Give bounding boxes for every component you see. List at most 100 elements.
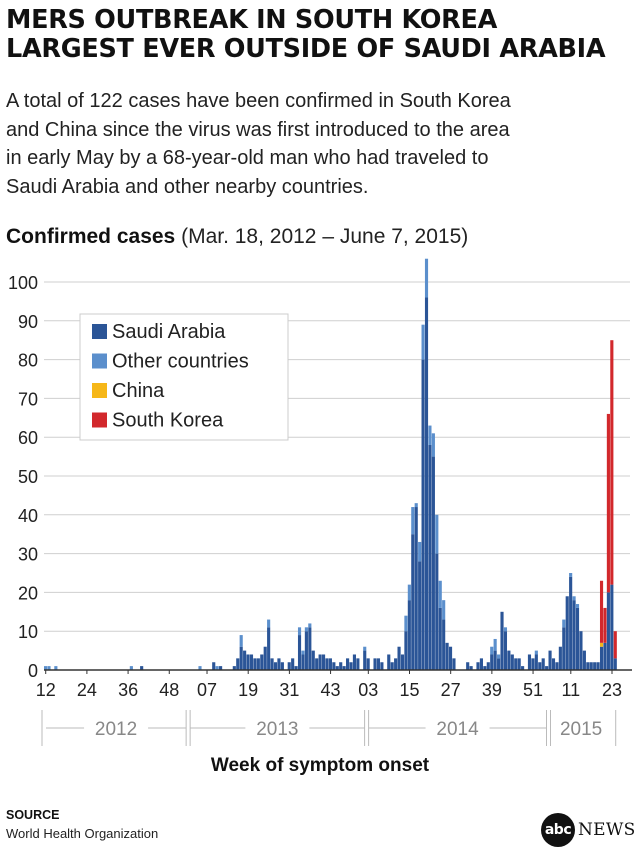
bar-saudi-arabia	[270, 658, 274, 670]
x-tick-label: 15	[399, 680, 419, 700]
bar-saudi-arabia	[404, 631, 408, 670]
title-line-1: MERS OUTBREAK IN SOUTH KOREA	[6, 5, 498, 35]
bar-saudi-arabia	[349, 662, 353, 670]
y-tick-label: 80	[18, 351, 38, 371]
x-tick-label: 39	[482, 680, 502, 700]
bar-other-countries	[418, 541, 422, 562]
source-text: World Health Organization	[6, 826, 159, 841]
x-tick-label: 36	[118, 680, 138, 700]
y-tick-label: 90	[18, 312, 38, 332]
bar-saudi-arabia	[421, 359, 425, 670]
bar-saudi-arabia	[236, 658, 240, 670]
bar-saudi-arabia	[411, 534, 415, 670]
bar-saudi-arabia	[363, 650, 367, 670]
bar-saudi-arabia	[140, 666, 144, 670]
bar-other-countries	[239, 635, 243, 647]
bar-other-countries	[54, 666, 58, 670]
bar-saudi-arabia	[376, 658, 381, 670]
bar-saudi-arabia	[551, 658, 556, 670]
bar-other-countries	[493, 638, 497, 651]
bar-saudi-arabia	[239, 646, 243, 670]
bar-other-countries	[44, 666, 48, 670]
bar-saudi-arabia	[400, 654, 405, 670]
bar-saudi-arabia	[466, 662, 470, 670]
bar-saudi-arabia	[606, 592, 610, 670]
legend-label: South Korea	[112, 410, 224, 432]
bar-saudi-arabia	[394, 658, 398, 670]
x-tick-label: 19	[238, 680, 258, 700]
bar-saudi-arabia	[575, 607, 580, 670]
bar-other-countries	[490, 646, 494, 655]
bar-saudi-arabia	[531, 658, 535, 670]
bar-saudi-arabia	[603, 642, 607, 670]
bar-saudi-arabia	[352, 654, 357, 670]
bar-other-countries	[431, 433, 435, 457]
bar-saudi-arabia	[212, 662, 216, 670]
bar-saudi-arabia	[339, 662, 343, 670]
bar-saudi-arabia	[479, 658, 483, 670]
bar-saudi-arabia	[304, 631, 308, 670]
bar-saudi-arabia	[445, 642, 449, 670]
bar-other-countries	[424, 258, 429, 298]
x-tick-label: 11	[561, 680, 580, 700]
legend-label: Saudi Arabia	[112, 321, 226, 343]
bar-saudi-arabia	[541, 658, 545, 670]
bar-saudi-arabia	[514, 658, 518, 670]
cases-chart: 0 10 20 30 40 50 60 70 80 90 100 12 24 36 48 07 19 31 43 03…	[8, 258, 632, 746]
bar-saudi-arabia	[593, 662, 597, 670]
bar-saudi-arabia	[442, 619, 446, 670]
bar-saudi-arabia	[586, 662, 590, 670]
bar-saudi-arabia	[428, 444, 432, 670]
y-tick-label: 60	[18, 428, 38, 448]
bar-saudi-arabia	[558, 646, 562, 670]
bar-south-korea	[599, 580, 604, 643]
bar-saudi-arabia	[321, 654, 326, 670]
bar-other-countries	[404, 615, 408, 632]
bar-saudi-arabia	[610, 584, 614, 670]
y-tick-label: 50	[18, 467, 38, 487]
bar-other-countries	[442, 600, 446, 620]
bar-saudi-arabia	[280, 662, 284, 670]
y-tick-label: 30	[18, 545, 38, 565]
bar-other-countries	[411, 507, 415, 535]
bar-other-countries	[575, 604, 580, 608]
bar-saudi-arabia	[431, 456, 435, 670]
bar-south-korea	[606, 413, 610, 593]
bar-china	[599, 642, 604, 647]
description-line-3: in early May by a 68-year-old man who ha…	[6, 147, 489, 169]
bar-other-countries	[497, 654, 501, 659]
bar-other-countries	[503, 627, 508, 632]
bar-saudi-arabia	[287, 662, 291, 670]
bar-saudi-arabia	[569, 576, 573, 670]
legend-label: Other countries	[112, 351, 249, 373]
bar-other-countries	[414, 503, 418, 508]
bar-other-countries	[304, 627, 308, 632]
bar-other-countries	[562, 619, 566, 628]
bar-saudi-arabia	[469, 666, 473, 670]
bar-saudi-arabia	[315, 658, 319, 670]
bar-saudi-arabia	[545, 666, 549, 670]
year-label: 2014	[436, 719, 479, 740]
y-tick-label: 70	[18, 389, 38, 409]
bar-saudi-arabia	[538, 662, 542, 670]
bar-saudi-arabia	[448, 646, 453, 670]
bar-saudi-arabia	[291, 658, 295, 670]
bar-saudi-arabia	[308, 627, 312, 670]
bar-saudi-arabia	[267, 627, 271, 670]
legend-swatch	[92, 353, 107, 369]
bar-saudi-arabia	[397, 646, 401, 670]
bar-saudi-arabia	[476, 662, 480, 670]
bar-saudi-arabia	[510, 654, 514, 670]
bar-saudi-arabia	[507, 650, 511, 670]
x-tick-label: 51	[523, 680, 543, 700]
bar-saudi-arabia	[527, 654, 532, 670]
bar-saudi-arabia	[390, 662, 394, 670]
bar-other-countries	[435, 514, 439, 554]
chart-subtitle: Confirmed cases (Mar. 18, 2012 – June 7,…	[6, 225, 468, 249]
bar-other-countries	[572, 596, 576, 601]
subtitle-date-range: (Mar. 18, 2012 – June 7, 2015)	[181, 225, 469, 248]
bar-other-countries	[129, 666, 133, 670]
bar-saudi-arabia	[380, 662, 384, 670]
bar-saudi-arabia	[332, 662, 336, 670]
description-line-1: A total of 122 cases have been confirmed…	[6, 90, 511, 112]
